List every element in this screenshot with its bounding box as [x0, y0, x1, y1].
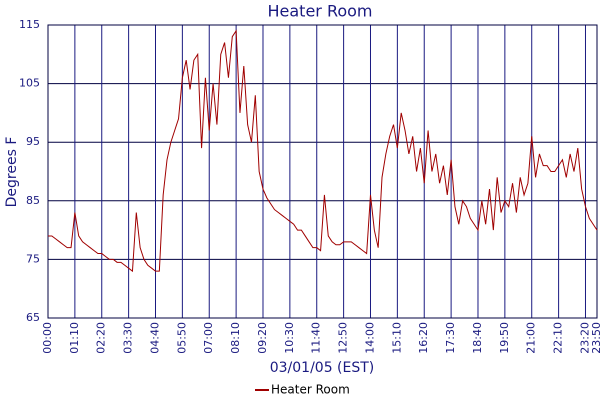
x-tick-label: 08:10: [229, 322, 242, 354]
x-tick-label: 03:30: [122, 322, 135, 354]
x-tick-label: 11:40: [310, 322, 323, 354]
x-tick-label: 07:00: [202, 322, 215, 354]
y-tick-label: 65: [26, 311, 40, 324]
x-tick-label: 01:10: [68, 322, 81, 354]
y-tick-label: 115: [19, 18, 40, 31]
y-tick-label: 85: [26, 194, 40, 207]
data-line: [48, 29, 598, 273]
x-tick-label: 10:30: [283, 322, 296, 354]
chart-title: Heater Room: [267, 2, 372, 21]
x-tick-label: 04:40: [148, 322, 161, 354]
x-tick-label: 09:20: [256, 322, 269, 354]
x-tick-label: 14:00: [363, 322, 376, 354]
x-tick-label: 22:10: [552, 322, 565, 354]
x-tick-label: 23:50: [590, 322, 600, 354]
x-tick-label: 12:50: [337, 322, 350, 354]
x-tick-label: 05:50: [175, 322, 188, 354]
y-tick-label: 95: [26, 135, 40, 148]
x-tick-label: 02:20: [95, 322, 108, 354]
x-tick-label: 15:10: [390, 322, 403, 354]
x-tick-label: 23:20: [578, 322, 591, 354]
y-axis-label: Degrees F: [4, 137, 20, 208]
legend: Heater Room: [255, 383, 350, 397]
x-tick-label: 18:40: [471, 322, 484, 354]
x-tick-label: 00:00: [41, 322, 54, 354]
x-axis-label: 03/01/05 (EST): [270, 360, 375, 376]
x-tick-label: 19:50: [498, 322, 511, 354]
y-tick-label: 75: [26, 252, 40, 265]
plot-border: [47, 24, 598, 319]
legend-label: Heater Room: [271, 383, 350, 397]
x-tick-label: 17:30: [444, 322, 457, 354]
x-tick-label: 21:00: [525, 322, 538, 354]
y-tick-label: 105: [19, 77, 40, 90]
x-tick-label: 16:20: [417, 322, 430, 354]
